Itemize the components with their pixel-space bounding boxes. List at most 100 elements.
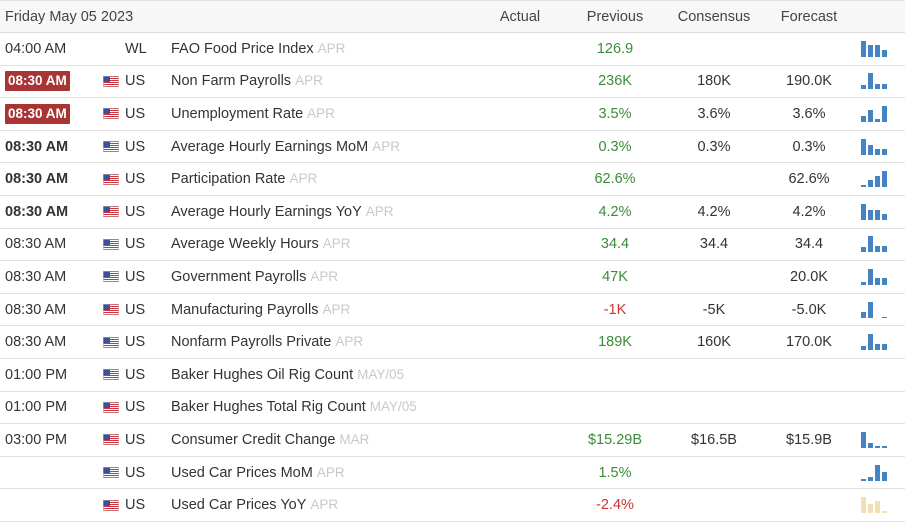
chart-cell xyxy=(850,40,905,57)
event-period: APR xyxy=(310,497,339,513)
event-row: 08:30 AM US Manufacturing Payrolls APR -1K -5… xyxy=(0,294,905,327)
event-row: 08:30 AM US Average Hourly Earnings MoM APR… xyxy=(0,131,905,164)
country-code: US xyxy=(125,236,146,253)
event-name-link[interactable]: Used Car Prices YoY xyxy=(171,497,307,514)
event-cell: FAO Food Price Index APR xyxy=(171,41,470,57)
previous-value: 62.6% xyxy=(594,171,636,188)
consensus-value: 4.2% xyxy=(697,203,731,220)
event-name-link[interactable]: Average Weekly Hours xyxy=(171,236,319,253)
event-time: 08:30 AM xyxy=(5,301,67,318)
chart-cell xyxy=(850,301,905,318)
mini-chart-icon[interactable] xyxy=(861,105,889,122)
column-header-consensus: Consensus xyxy=(677,8,751,25)
event-name-link[interactable]: Average Hourly Earnings YoY xyxy=(171,203,362,220)
event-cell: Unemployment Rate APR xyxy=(171,106,470,122)
event-name-link[interactable]: Unemployment Rate xyxy=(171,105,304,122)
chart-bar xyxy=(875,148,880,155)
chart-bar xyxy=(882,213,887,220)
forecast-value: $15.9B xyxy=(786,431,832,448)
previous-value: -2.4% xyxy=(596,497,634,514)
event-name-link[interactable]: Consumer Credit Change xyxy=(171,431,336,448)
time-cell: 08:30 AM xyxy=(0,269,100,285)
event-name-link[interactable]: Nonfarm Payrolls Private xyxy=(171,334,332,351)
chart-bar xyxy=(875,118,880,122)
chart-bar xyxy=(882,49,887,57)
event-row: US Used Car Prices MoM APR 1.5% xyxy=(0,457,905,490)
forecast-value: 190.0K xyxy=(786,73,832,90)
mini-chart-icon[interactable] xyxy=(861,497,889,514)
consensus-value: 3.6% xyxy=(697,105,731,122)
chart-bar xyxy=(861,431,866,448)
event-row: 08:30 AM US Average Hourly Earnings YoY APR… xyxy=(0,196,905,229)
country-cell: WL xyxy=(100,41,171,57)
chart-bar xyxy=(882,471,887,481)
chart-cell xyxy=(850,171,905,188)
chart-bar xyxy=(882,171,887,188)
chart-bar xyxy=(861,281,866,285)
event-period: APR xyxy=(322,301,351,317)
previous-value: 1.5% xyxy=(598,464,632,481)
chart-bar xyxy=(861,115,866,122)
country-code: US xyxy=(125,334,146,351)
time-cell: 01:00 PM xyxy=(0,399,100,415)
event-time: 08:30 AM xyxy=(5,268,67,285)
event-name-link[interactable]: Average Hourly Earnings MoM xyxy=(171,138,369,155)
consensus-value: 160K xyxy=(697,334,731,351)
event-period: MAY/05 xyxy=(369,399,417,415)
event-period: APR xyxy=(322,236,351,252)
mini-chart-icon[interactable] xyxy=(861,431,889,448)
forecast-value: 170.0K xyxy=(786,334,832,351)
previous-value: -1K xyxy=(603,301,627,318)
chart-bar xyxy=(875,445,880,448)
event-name-link[interactable]: Manufacturing Payrolls xyxy=(171,301,319,318)
us-flag-icon xyxy=(103,173,119,185)
event-row: 01:00 PM US Baker Hughes Oil Rig Count MAY/… xyxy=(0,359,905,392)
mini-chart-icon[interactable] xyxy=(861,301,889,318)
time-badge: 08:30 AM xyxy=(5,103,70,124)
mini-chart-icon[interactable] xyxy=(861,73,889,90)
event-time: 08:30 AM xyxy=(5,171,69,188)
forecast-value: 34.4 xyxy=(794,236,824,253)
event-name-link[interactable]: Baker Hughes Oil Rig Count xyxy=(171,366,354,383)
country-code: US xyxy=(125,301,146,318)
mini-chart-icon[interactable] xyxy=(861,203,889,220)
chart-bar xyxy=(882,316,887,318)
chart-bar xyxy=(868,504,873,514)
mini-chart-icon[interactable] xyxy=(861,171,889,188)
forecast-value: 62.6% xyxy=(788,171,830,188)
consensus-value: $16.5B xyxy=(691,431,737,448)
event-name-link[interactable]: Government Payrolls xyxy=(171,268,307,285)
chart-bar xyxy=(868,73,873,90)
event-name-link[interactable]: Used Car Prices MoM xyxy=(171,464,313,481)
mini-chart-icon[interactable] xyxy=(861,236,889,253)
mini-chart-icon[interactable] xyxy=(861,334,889,351)
event-name-link[interactable]: FAO Food Price Index xyxy=(171,40,314,57)
time-cell: 08:30 AM xyxy=(0,171,100,187)
event-period: APR xyxy=(289,171,318,187)
chart-cell xyxy=(850,497,905,514)
country-code: US xyxy=(125,366,146,383)
chart-bar xyxy=(861,346,866,351)
event-name-link[interactable]: Non Farm Payrolls xyxy=(171,73,292,90)
event-name-link[interactable]: Baker Hughes Total Rig Count xyxy=(171,399,366,416)
mini-chart-icon[interactable] xyxy=(861,268,889,285)
chart-bar xyxy=(882,105,887,122)
mini-chart-icon[interactable] xyxy=(861,40,889,57)
chart-bar xyxy=(882,84,887,90)
mini-chart-icon[interactable] xyxy=(861,464,889,481)
chart-cell xyxy=(850,138,905,155)
country-code: US xyxy=(125,138,146,155)
country-code: US xyxy=(125,171,146,188)
us-flag-icon xyxy=(103,369,119,381)
country-code: US xyxy=(125,73,146,90)
chart-bar xyxy=(875,464,880,481)
country-code: US xyxy=(125,105,146,122)
chart-bar xyxy=(875,501,880,514)
event-row: 08:30 AM US Nonfarm Payrolls Private APR 189… xyxy=(0,326,905,359)
mini-chart-icon[interactable] xyxy=(861,138,889,155)
country-cell: US xyxy=(100,236,171,252)
event-row: 08:30 AM US Unemployment Rate APR 3.5% 3.6% 3.… xyxy=(0,98,905,131)
us-flag-icon xyxy=(103,271,119,283)
chart-bar xyxy=(861,478,866,481)
event-name-link[interactable]: Participation Rate xyxy=(171,171,286,188)
